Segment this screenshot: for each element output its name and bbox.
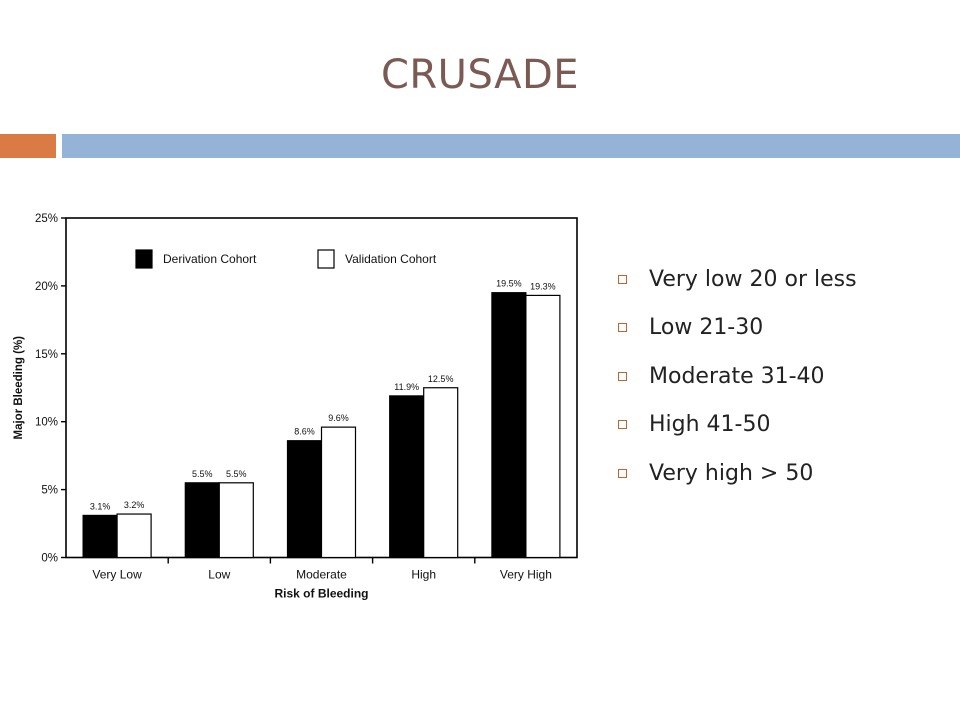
- bar: [184, 482, 220, 559]
- data-label: 19.5%: [496, 279, 522, 289]
- square-bullet-icon: [618, 274, 627, 284]
- data-label: 11.9%: [394, 382, 419, 392]
- y-tick-label: 25%: [35, 213, 58, 225]
- square-bullet-icon: [618, 371, 627, 381]
- legend-label: Validation Cohort: [345, 252, 437, 266]
- slide-title: CRUSADE: [380, 52, 580, 98]
- y-tick-label: 5%: [41, 485, 58, 497]
- square-bullet-icon: [618, 420, 627, 430]
- bar: [423, 387, 459, 559]
- bullet-text: Very low 20 or less: [649, 266, 857, 292]
- header-accent-blue: [62, 134, 960, 158]
- bullet-text: High 41-50: [649, 412, 771, 438]
- bullet-list: Very low 20 or less Low 21-30 Moderate 3…: [618, 255, 857, 498]
- bullet-item: Very low 20 or less: [618, 255, 857, 304]
- bar: [389, 395, 425, 559]
- bar: [491, 292, 527, 559]
- bar: [218, 482, 254, 559]
- data-label: 9.6%: [328, 413, 349, 423]
- bullet-text: Moderate 31-40: [649, 363, 825, 389]
- data-label: 5.5%: [192, 469, 213, 479]
- data-label: 19.3%: [530, 281, 556, 291]
- bar: [116, 513, 152, 559]
- y-tick-label: 15%: [35, 349, 58, 361]
- data-label: 3.1%: [90, 501, 111, 511]
- bar: [82, 514, 118, 559]
- x-axis-label: Risk of Bleeding: [274, 587, 368, 601]
- y-tick-label: 10%: [35, 417, 58, 429]
- data-label: 8.6%: [294, 427, 315, 437]
- data-label: 3.2%: [124, 500, 145, 510]
- chart-marks: 0% 5% 10% 15% 20% 25% Major Bleeding (%) 3.1% 3.…: [13, 213, 578, 601]
- bar: [286, 440, 323, 559]
- y-tick-label: 0%: [41, 553, 58, 565]
- bullet-item: Low 21-30: [618, 304, 857, 353]
- square-bullet-icon: [618, 323, 627, 333]
- x-tick-label: High: [411, 568, 436, 582]
- y-axis-label: Major Bleeding (%): [13, 336, 25, 440]
- data-label: 12.5%: [428, 374, 454, 384]
- legend-swatch: [135, 249, 153, 269]
- bar: [525, 294, 561, 559]
- bullet-text: Low 21-30: [649, 315, 764, 341]
- header-accent-orange: [0, 134, 56, 158]
- data-label: 5.5%: [226, 469, 247, 479]
- bullet-item: Moderate 31-40: [618, 352, 857, 401]
- x-tick-label: Low: [208, 568, 230, 582]
- legend-label: Derivation Cohort: [163, 252, 257, 266]
- bar: [320, 426, 357, 559]
- square-bullet-icon: [618, 468, 627, 478]
- bullet-item: Very high > 50: [618, 449, 857, 498]
- y-tick-label: 20%: [35, 281, 58, 293]
- legend-swatch: [317, 249, 335, 269]
- x-tick-label: Very Low: [92, 568, 142, 582]
- bullet-item: High 41-50: [618, 401, 857, 450]
- bullet-text: Very high > 50: [649, 460, 814, 486]
- x-tick-label: Moderate: [296, 568, 347, 582]
- bleeding-chart: 0% 5% 10% 15% 20% 25% Major Bleeding (%) 3.1% 3.…: [13, 213, 578, 601]
- x-tick-label: Very High: [500, 568, 552, 582]
